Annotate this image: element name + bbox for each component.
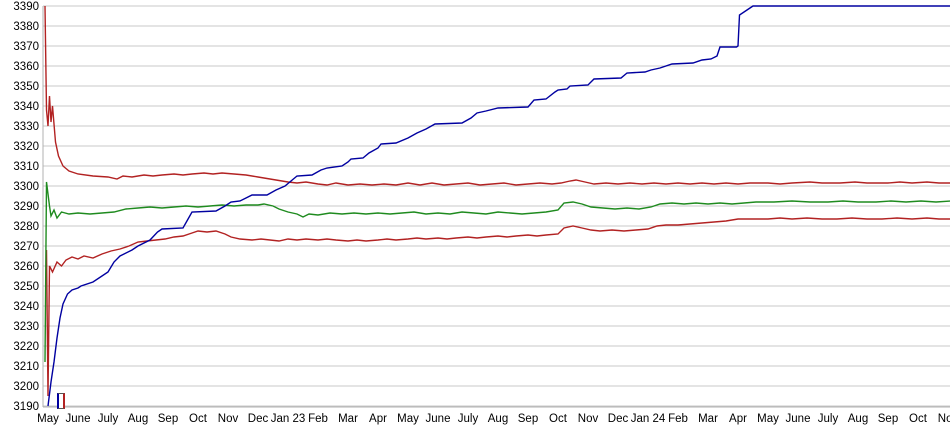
y-tick-label: 3230: [13, 321, 39, 333]
x-tick-label: Mar: [338, 413, 358, 425]
y-tick-label: 3250: [13, 281, 39, 293]
x-tick-label: Oct: [549, 413, 568, 425]
x-tick-label: Sep: [158, 413, 178, 425]
y-tick-label: 3240: [13, 301, 39, 313]
x-tick-label: Nov: [578, 413, 599, 425]
x-tick-label: Aug: [488, 413, 508, 425]
y-tick-label: 3190: [13, 401, 39, 413]
x-tick-label: Mar: [698, 413, 718, 425]
x-tick-label: Sep: [518, 413, 538, 425]
x-tick-label: Nov: [938, 413, 950, 425]
y-tick-label: 3300: [13, 181, 39, 193]
y-tick-label: 3390: [13, 1, 39, 13]
y-tick-label: 3260: [13, 261, 39, 273]
x-tick-label: Oct: [909, 413, 928, 425]
x-tick-label: Aug: [128, 413, 148, 425]
x-tick-label: July: [818, 413, 839, 425]
y-tick-label: 3350: [13, 81, 39, 93]
y-tick-label: 3200: [13, 381, 39, 393]
x-tick-label: Jan 24: [631, 413, 666, 425]
y-tick-label: 3290: [13, 201, 39, 213]
x-tick-label: Apr: [369, 413, 387, 425]
series-blue-line: [47, 5, 950, 407]
x-tick-label: May: [397, 413, 419, 425]
series-red-lower-line: [45, 217, 950, 397]
x-tick-label: Aug: [848, 413, 868, 425]
y-tick-label: 3220: [13, 341, 39, 353]
x-tick-label: May: [37, 413, 59, 425]
x-tick-label: May: [757, 413, 779, 425]
x-tick-label: Sep: [878, 413, 898, 425]
timeline-marker[interactable]: [57, 393, 65, 409]
series-red-upper-line: [44, 5, 950, 186]
y-tick-label: 3340: [13, 101, 39, 113]
y-tick-label: 3280: [13, 221, 39, 233]
x-tick-label: Oct: [189, 413, 208, 425]
x-tick-label: Feb: [308, 413, 328, 425]
y-tick-label: 3370: [13, 41, 39, 53]
y-tick-label: 3320: [13, 141, 39, 153]
x-tick-label: Apr: [729, 413, 747, 425]
y-tick-label: 3310: [13, 161, 39, 173]
x-tick-label: July: [98, 413, 119, 425]
series-green-line: [44, 181, 950, 363]
x-tick-label: Dec: [248, 413, 269, 425]
x-tick-label: Jan 23: [271, 413, 306, 425]
x-tick-label: Feb: [668, 413, 688, 425]
x-tick-label: June: [66, 413, 91, 425]
y-tick-label: 3210: [13, 361, 39, 373]
y-tick-label: 3360: [13, 61, 39, 73]
x-tick-label: July: [458, 413, 479, 425]
y-tick-label: 3330: [13, 121, 39, 133]
y-tick-label: 3270: [13, 241, 39, 253]
x-tick-label: June: [786, 413, 811, 425]
x-tick-label: Nov: [218, 413, 239, 425]
x-tick-label: June: [426, 413, 451, 425]
y-tick-label: 3380: [13, 21, 39, 33]
x-tick-label: Dec: [608, 413, 629, 425]
